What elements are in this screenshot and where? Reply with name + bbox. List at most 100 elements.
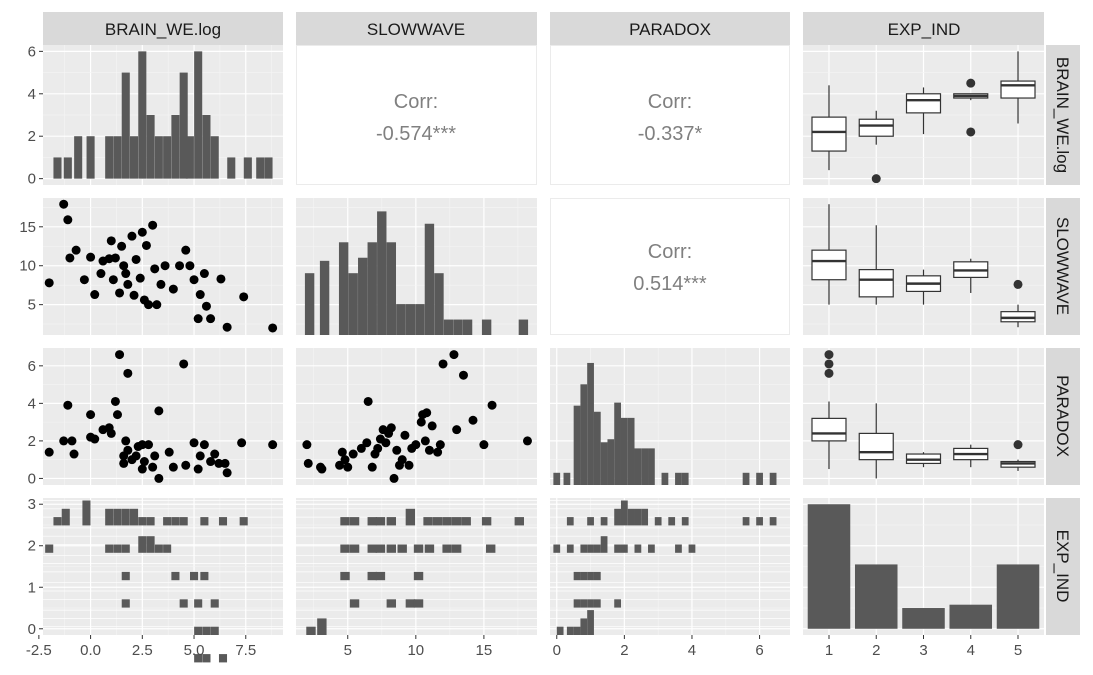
histogram-bar [566, 517, 574, 526]
scatter-point [237, 438, 247, 448]
strip-right-paradox: PARADOX [1053, 375, 1072, 457]
histogram-bar [600, 517, 608, 526]
y-tick-label: 3 [28, 496, 36, 513]
histogram-bar [641, 448, 649, 485]
y-tick-label: 6 [28, 43, 36, 60]
scatter-point [416, 417, 426, 427]
histogram-bar [306, 626, 316, 635]
scatter-point [59, 199, 69, 209]
scatter-point [137, 227, 147, 237]
histogram-bar [367, 242, 377, 335]
scatter-point [59, 436, 69, 446]
y-tick-label: 15 [19, 219, 36, 236]
boxplot-box [858, 432, 894, 461]
scatter-point [44, 447, 54, 457]
histogram-bar [668, 517, 676, 526]
boxplot-box [905, 93, 942, 114]
histogram-bar [202, 626, 211, 635]
scatter-point [222, 468, 232, 478]
x-tick-label: 3 [919, 642, 927, 659]
bar [996, 564, 1040, 629]
scatter-point [123, 445, 133, 455]
y-tick-label: 4 [28, 86, 36, 103]
histogram-bar [634, 508, 642, 526]
histogram-bar [742, 517, 750, 526]
scatter-point [222, 322, 232, 332]
histogram-bar [451, 544, 462, 553]
scatter-point [135, 273, 145, 283]
scatter-point [381, 438, 391, 448]
histogram-bar [413, 571, 424, 581]
histogram-bar [358, 257, 368, 335]
corr-panel-bg [550, 45, 790, 185]
corr-value: 0.514*** [633, 273, 707, 295]
histogram-bar [587, 599, 594, 608]
strip-right-slowwave: SLOWWAVE [1053, 217, 1072, 315]
scatter-point [335, 460, 345, 470]
histogram-bar [553, 544, 561, 553]
strip-right-brain: BRAIN_WE.log [1053, 57, 1072, 173]
histogram-bar [566, 626, 574, 635]
scatter-point [65, 253, 75, 263]
correlation-panels: Corr: -0.574*** Corr: -0.337* Corr: 0.51… [296, 45, 790, 335]
histogram-bar [405, 304, 416, 335]
histogram-bar [756, 472, 763, 485]
x-tick-label: -2.5 [26, 642, 52, 659]
histogram-bar [486, 544, 496, 553]
scatter-point [168, 462, 178, 472]
histogram-bar [319, 260, 330, 335]
scatter-point [67, 436, 77, 446]
scatter-point [160, 261, 170, 271]
plot-panels: -2.5 0.0 2.5 5.0 7.5 5 10 15 0 2 4 6 1 2 3 4 50246510150… [19, 43, 1044, 663]
x-tick-label: 2 [620, 642, 628, 659]
scatter-point [422, 408, 432, 418]
scatter-point [154, 473, 164, 483]
scatter-point [144, 300, 154, 310]
histogram-bar [218, 654, 228, 663]
histogram-bar [413, 544, 424, 553]
histogram-bar [138, 536, 147, 553]
scatter-point [119, 458, 129, 468]
histogram-bar [154, 136, 163, 179]
histogram-bar [367, 544, 377, 553]
histogram-bar [573, 405, 581, 485]
scatter-point [362, 438, 372, 448]
histogram-bar [593, 411, 601, 485]
scatter-point [239, 292, 249, 302]
histogram-bar [580, 384, 588, 485]
scatter-point [210, 449, 220, 459]
strip-right-bg [1046, 198, 1080, 335]
strip-top-bg [43, 12, 283, 45]
histogram-bar [627, 417, 635, 485]
histogram-bar [138, 51, 147, 179]
scatter-point [108, 275, 118, 285]
scatter-point [199, 269, 209, 279]
x-tick-label: 5.0 [184, 642, 205, 659]
scatter-point [121, 269, 131, 279]
scatter-point [79, 275, 89, 285]
histogram-bar [443, 319, 454, 335]
scatter-point [449, 350, 459, 360]
histogram-bar [386, 242, 397, 335]
histogram-bar [317, 618, 327, 635]
histogram-bar [121, 508, 130, 526]
histogram-bar [349, 517, 360, 526]
y-tick-label: 5 [28, 297, 36, 314]
scatter-point [206, 457, 216, 467]
histogram-bar [580, 544, 588, 553]
scatter-point [268, 440, 278, 450]
scatter-point [404, 460, 414, 470]
histogram-bar [146, 517, 155, 526]
scatter-point [216, 274, 226, 284]
scatter-point [420, 436, 430, 446]
bar [949, 604, 993, 629]
scatter-point [123, 368, 133, 378]
x-tick-label: 4 [688, 642, 696, 659]
scatter-point [189, 438, 199, 448]
scatter-point [303, 458, 313, 468]
boxplot-box [811, 249, 847, 281]
scatter-point [356, 443, 366, 453]
strip-top-bg [550, 12, 790, 45]
histogram-bar [769, 472, 777, 485]
